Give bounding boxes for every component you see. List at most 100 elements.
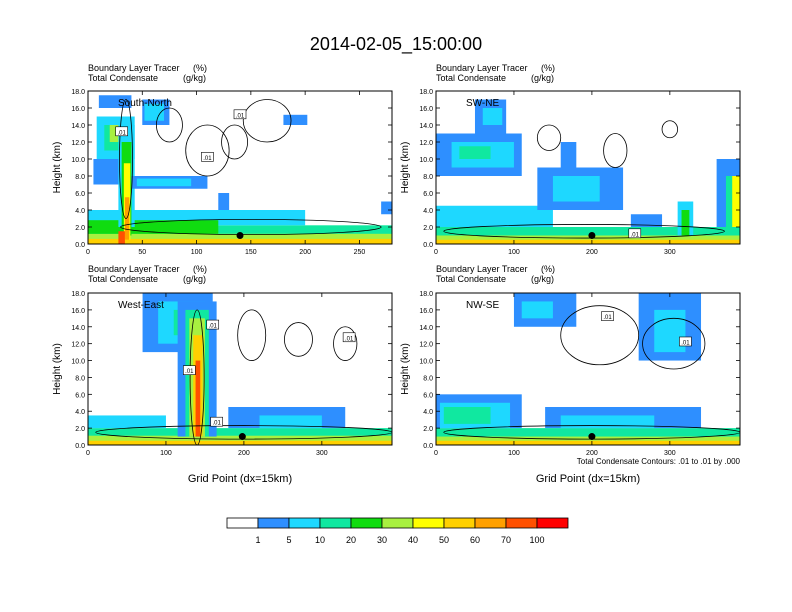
shading-patch: [88, 415, 166, 429]
plot-area: 0.0 2.0 4.0 6.0 8.0 10.0 12.0 14.0 16.0 18.0 0 100 2…: [400, 291, 741, 457]
condensate-contour: [189, 309, 205, 445]
y-tick-label: 2.0: [75, 426, 85, 433]
y-tick-label: 4.0: [423, 208, 433, 215]
panel-label: West-East: [118, 300, 164, 311]
shading-patch: [118, 231, 125, 244]
colorbar-swatch: [474, 517, 507, 529]
colorbar-swatch: [536, 517, 569, 529]
condensate-contour: [237, 309, 267, 361]
plot-area: 0.0 2.0 4.0 6.0 8.0 10.0 12.0 14.0 16.0 18.0 0 100 2…: [52, 291, 393, 457]
shading-patch: [109, 125, 121, 142]
panel-label: South-North: [118, 98, 172, 109]
condensate-contour: [242, 99, 292, 143]
panel-label: SW-NE: [466, 98, 499, 109]
colorbar-swatch: [319, 517, 352, 529]
colorbar-swatch: [350, 517, 383, 529]
shading-patch: [443, 407, 491, 424]
y-tick-label: 8.0: [423, 174, 433, 181]
colorbar-label: 1: [255, 535, 260, 545]
x-tick-label: 100: [191, 249, 203, 256]
y-tick-label: 14.0: [419, 123, 433, 130]
panel-title-left-1: Boundary Layer Tracer: [436, 264, 528, 274]
y-tick-label: 6.0: [423, 392, 433, 399]
location-marker: [236, 232, 244, 239]
panel-west-east: Boundary Layer Tracer Total Condensate (…: [52, 264, 393, 485]
shading-patch: [88, 238, 392, 244]
contour-label: .01: [203, 156, 212, 162]
colorbar-label: 50: [439, 535, 449, 545]
shading-patch: [732, 176, 740, 227]
x-axis-label: Grid Point (dx=15km): [188, 473, 292, 485]
colorbar-swatch: [288, 517, 321, 529]
y-tick-label: 2.0: [423, 426, 433, 433]
location-marker: [588, 232, 596, 239]
condensate-contour: [333, 326, 358, 361]
shading-patch: [218, 193, 230, 210]
contour-label-box: [342, 332, 356, 343]
contour-label: .01: [345, 336, 354, 342]
condensate-contour: [185, 124, 230, 177]
colorbar-swatch: [443, 517, 476, 529]
colorbar-label: 5: [286, 535, 291, 545]
condensate-contour: [284, 322, 313, 357]
shading-patch: [381, 201, 392, 215]
x-tick-label: 300: [664, 450, 676, 457]
x-tick-label: 100: [508, 249, 520, 256]
condensate-contour: [536, 124, 562, 151]
panel-title-left-1: Boundary Layer Tracer: [88, 63, 180, 73]
y-tick-label: 10.0: [71, 157, 85, 164]
panel-nw-se: Boundary Layer Tracer Total Condensate (…: [400, 264, 741, 485]
panel-title-right-1: (%): [193, 264, 207, 274]
shading-patch: [681, 210, 690, 236]
shading-patch: [88, 440, 392, 445]
contour-label: .01: [631, 232, 640, 238]
x-tick-label: 300: [664, 249, 676, 256]
panel-title-right-2: (g/kg): [531, 274, 554, 284]
y-tick-label: 18.0: [71, 89, 85, 96]
panel-title-right-1: (%): [541, 264, 555, 274]
colorbar-label: 70: [501, 535, 511, 545]
contour-label: .01: [209, 324, 218, 330]
plot-frame: [435, 292, 741, 446]
x-tick-label: 300: [316, 450, 328, 457]
panel-title-right-2: (g/kg): [531, 73, 554, 83]
y-tick-label: 16.0: [71, 308, 85, 315]
shading-patch: [436, 239, 740, 244]
location-marker: [238, 433, 246, 441]
shading-patch: [436, 440, 740, 445]
condensate-contour: [603, 133, 628, 168]
y-axis-label: Height (km): [400, 142, 411, 194]
shading-patch: [436, 205, 553, 227]
contour-label: .01: [603, 315, 612, 321]
contour-label: .01: [236, 113, 245, 119]
y-tick-label: 0.0: [423, 443, 433, 450]
y-tick-label: 0.0: [423, 242, 433, 249]
shading-patch: [482, 108, 503, 125]
colorbar-swatch: [412, 517, 445, 529]
y-tick-label: 16.0: [419, 106, 433, 113]
x-axis-label: Grid Point (dx=15km): [536, 473, 640, 485]
colorbar-label: 10: [315, 535, 325, 545]
condensate-contour: [221, 124, 249, 160]
y-tick-label: 0.0: [75, 443, 85, 450]
y-tick-label: 18.0: [419, 89, 433, 96]
condensate-contour: [119, 99, 133, 219]
y-tick-label: 8.0: [423, 375, 433, 382]
shading-layer: [436, 99, 740, 244]
shading-patch: [630, 214, 663, 227]
plot-frame: [87, 90, 393, 245]
x-tick-label: 0: [86, 249, 90, 256]
x-tick-label: 200: [586, 450, 598, 457]
x-tick-label: 150: [245, 249, 257, 256]
condensate-contour: [156, 107, 183, 143]
panel-title-left-1: Boundary Layer Tracer: [436, 63, 528, 73]
colorbar: 1 5 10 20 30 40 50 60 70 100: [226, 517, 569, 545]
shading-patch: [521, 301, 553, 319]
shading-patch: [88, 435, 392, 445]
x-tick-label: 200: [586, 249, 598, 256]
colorbar-swatch: [257, 517, 290, 529]
y-tick-label: 4.0: [75, 409, 85, 416]
y-tick-label: 12.0: [419, 342, 433, 349]
shading-patch: [560, 142, 577, 168]
contour-label: .01: [117, 130, 126, 136]
